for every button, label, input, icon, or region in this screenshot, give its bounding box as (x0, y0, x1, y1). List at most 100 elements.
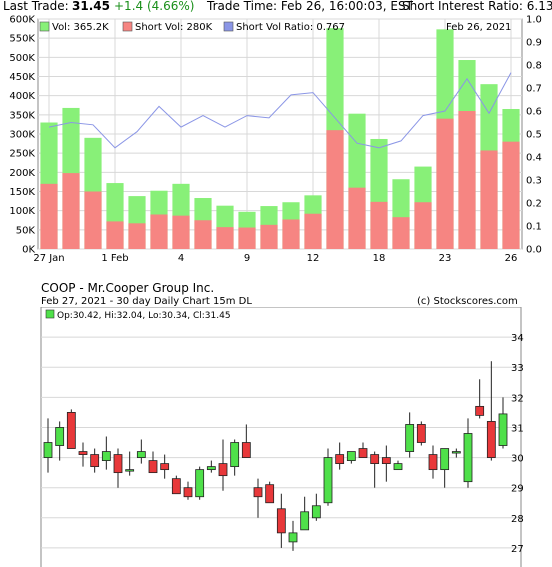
candle (405, 412, 415, 458)
candle-body-down (265, 484, 275, 504)
candle-body-up (440, 448, 450, 471)
ratio-y-tick-label: 0.1 (526, 222, 542, 233)
price-chart-subtitle: Feb 27, 2021 - 30 day Daily Chart 15m DL (41, 296, 252, 307)
legend-short-vol-ratio: Short Vol Ratio: 0.767 (236, 22, 345, 33)
price-chart-title: COOP - Mr.Cooper Group Inc. (41, 281, 215, 295)
vol-y-tick-label: 0K (22, 245, 35, 256)
candle (183, 481, 193, 500)
ratio-y-tick-label: 0.8 (526, 61, 542, 72)
legend-ratio-swatch (223, 21, 234, 32)
short-vol-bar (436, 118, 454, 250)
ratio-y-tick-label: 0.2 (526, 199, 542, 210)
short-vol-bar (326, 130, 344, 249)
price-y-tick-label: 30 (511, 454, 524, 465)
candle-body-up (498, 413, 508, 446)
candle-body-down (183, 487, 193, 498)
candle-body-up (55, 427, 65, 446)
candle (498, 397, 508, 449)
short-vol-bar (458, 111, 476, 249)
candle (300, 496, 310, 531)
candle-body-up (206, 466, 216, 471)
short-vol-bar (502, 141, 520, 249)
candle-body-down (113, 454, 123, 474)
price-y-tick-label: 31 (511, 423, 524, 434)
price-chart: 27 28 29 30 31 32 33 34 Op:30.42, Hi:32.04, Lo:… (40, 307, 524, 567)
vol-y-tick-label: 50K (16, 225, 36, 236)
candle (451, 448, 461, 458)
short-vol-bar (172, 215, 190, 249)
candle-body-down (475, 405, 485, 416)
vol-y-tick-label: 200K (9, 168, 35, 179)
candle-body-down (358, 448, 368, 458)
candle-body-down (148, 460, 158, 474)
vol-y-tick-label: 150K (9, 187, 35, 198)
candle (288, 520, 298, 551)
legend-short-vol-swatch (122, 21, 133, 32)
candle (323, 448, 333, 506)
candle (113, 448, 123, 488)
candle-body-down (486, 421, 496, 458)
vol-y-tick-label: 400K (9, 91, 35, 102)
candle (136, 439, 146, 464)
ratio-y-tick-label: 0.3 (526, 176, 542, 187)
candle-body-up (136, 451, 146, 458)
ratio-y-tick-label: 0.4 (526, 153, 542, 164)
vol-y-tick-label: 450K (9, 72, 35, 83)
candle (90, 448, 100, 473)
candle (171, 475, 181, 495)
candle (475, 379, 485, 419)
short-vol-bar (370, 201, 388, 249)
candle-body-up (323, 457, 333, 504)
candle-body-up (463, 433, 473, 483)
candle-body-up (300, 511, 310, 531)
trade-time: Trade Time: Feb 26, 16:00:03, EST (207, 0, 413, 13)
vol-x-tick-label: 1 Feb (101, 253, 128, 264)
candle-body-up (288, 532, 298, 543)
vol-y-tick-label: 250K (9, 149, 35, 160)
candle (218, 439, 228, 491)
vol-x-tick-label: 26 (505, 253, 518, 264)
legend-date: Feb 26, 2021 (446, 22, 511, 33)
candle-body-up (311, 505, 321, 519)
candle-body-up (346, 451, 356, 461)
vol-x-tick-label: 9 (244, 253, 250, 264)
short-vol-bar (414, 202, 432, 249)
candle-body-up (195, 469, 205, 498)
ratio-y-tick-label: 0.9 (526, 38, 542, 49)
candle (148, 451, 158, 474)
vol-y-tick-label: 100K (9, 206, 35, 217)
legend-short-vol: Short Vol: 280K (135, 22, 213, 33)
candle (101, 436, 111, 470)
price-y-tick-label: 27 (511, 544, 524, 555)
candle-body-down (66, 412, 76, 449)
vol-y-tick-label: 550K (9, 34, 35, 45)
vol-y-tick-label: 350K (9, 110, 35, 121)
short-vol-bar (238, 227, 256, 249)
candle (253, 478, 263, 518)
ratio-y-tick-label: 0.6 (526, 107, 542, 118)
candle-body-up (125, 469, 135, 472)
candle (370, 451, 380, 488)
candle-body-down (276, 508, 286, 534)
candle (381, 445, 391, 482)
price-y-tick-label: 29 (511, 484, 524, 495)
short-vol-bar (194, 220, 212, 249)
candle (358, 442, 368, 458)
candle (416, 421, 426, 446)
price-y-tick-label: 32 (511, 393, 524, 404)
candle (241, 424, 251, 458)
candle-body-down (241, 442, 251, 458)
short-vol-bar (216, 227, 234, 249)
vol-x-tick-label: 23 (439, 253, 452, 264)
candle-body-up (101, 451, 111, 461)
candle (78, 442, 88, 467)
top-status-bar: Last Trade: 31.45 +1.4 (4.66%) Trade Tim… (0, 0, 552, 14)
candle (43, 418, 53, 473)
candle (346, 451, 356, 464)
candle (66, 409, 76, 449)
candle (230, 439, 240, 476)
short-vol-bar (282, 219, 300, 249)
vol-x-tick-label: 18 (373, 253, 386, 264)
ohlc-legend-swatch (45, 309, 55, 319)
ratio-y-tick-label: 0.5 (526, 130, 542, 141)
